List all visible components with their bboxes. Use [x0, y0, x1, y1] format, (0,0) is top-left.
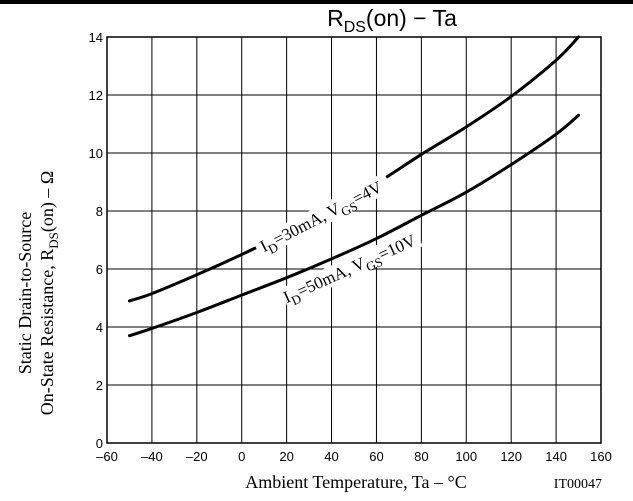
x-tick-label: –60	[96, 449, 118, 464]
title-rest: (on) − Ta	[366, 5, 457, 31]
x-tick-label: 20	[279, 449, 293, 464]
chart-title: RDS(on) − Ta	[327, 5, 457, 36]
y-tick-label: 8	[96, 204, 103, 219]
x-tick-label: 120	[500, 449, 522, 464]
title-main: R	[327, 5, 344, 31]
y-tick-label: 2	[96, 378, 103, 393]
y-tick-label: 0	[96, 436, 103, 451]
y-axis-label-line2-sub: DS	[46, 232, 61, 249]
series-line-2	[127, 113, 581, 338]
figure-id: IT00047	[554, 477, 602, 492]
series-label-backing	[279, 227, 423, 308]
x-tick-label: –20	[186, 449, 208, 464]
y-axis-label-line2: On-State Resistance, RDS(on) – Ω	[37, 171, 61, 415]
y-axis-label-line2-post: (on) – Ω	[37, 171, 58, 232]
y-tick-label: 12	[89, 88, 103, 103]
series-label-text: ID=30mA, VGS=4V	[257, 177, 388, 260]
series-label-backing	[252, 172, 393, 259]
x-tick-label: 100	[455, 449, 477, 464]
x-tick-label: 140	[545, 449, 567, 464]
x-tick-label: 40	[324, 449, 338, 464]
x-axis-label: Ambient Temperature, Ta – °C	[245, 472, 466, 492]
plot-frame	[0, 0, 633, 444]
x-tick-label: –40	[141, 449, 163, 464]
series-label-part: GS	[364, 254, 385, 275]
x-tick-label: 0	[238, 449, 245, 464]
x-tick-label: 160	[590, 449, 612, 464]
series-label-part: =30mA, V	[270, 199, 344, 249]
tick-labels: –60 –40 –20 0 20 40 60 80 100 120 140 160 0 2 4 6 8 10 12 1…	[89, 30, 612, 464]
y-axis-label-line2-pre: On-State Resistance, R	[37, 249, 57, 415]
series-label-part: GS	[338, 198, 360, 219]
grid-lines	[106, 36, 602, 444]
plot-border	[106, 36, 602, 444]
y-axis-label: Static Drain-to-Source On-State Resistan…	[15, 171, 61, 415]
y-tick-label: 14	[89, 30, 103, 45]
title-subscript: DS	[344, 19, 366, 36]
x-tick-label: 60	[369, 449, 383, 464]
x-tick-label: 80	[414, 449, 428, 464]
y-tick-label: 4	[96, 320, 103, 335]
y-tick-label: 10	[89, 146, 103, 161]
y-tick-label: 6	[96, 262, 103, 277]
y-axis-label-line1: Static Drain-to-Source	[15, 212, 35, 374]
